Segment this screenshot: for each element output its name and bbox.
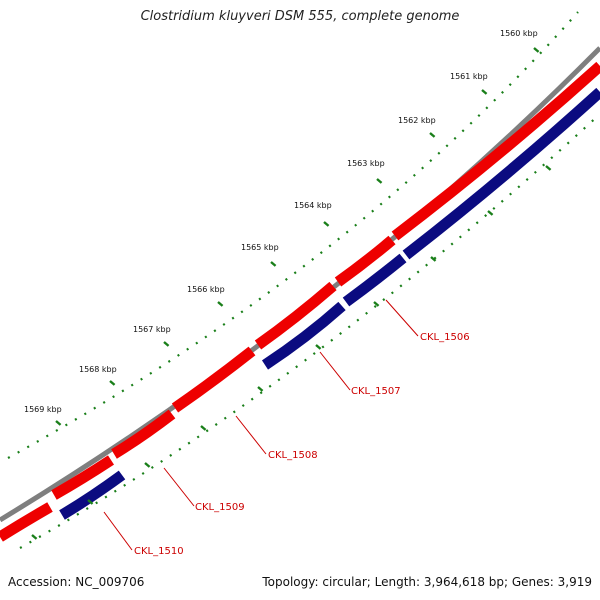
inner-major-tick [487, 210, 494, 216]
outer-major-tick [481, 89, 488, 95]
outer-major-tick [376, 178, 383, 184]
gene-forward-6[interactable] [334, 235, 396, 287]
gene-label-CKL_1510: CKL_1510 [134, 546, 184, 557]
gene-labels: CKL_1506 CKL_1507 CKL_1508 CKL_1509 CKL_… [134, 332, 470, 557]
map-title: Clostridium kluyveri DSM 555, complete g… [140, 9, 460, 24]
outer-major-tick [163, 341, 170, 347]
outer-major-tick [533, 47, 540, 53]
gene-CKL_1510[interactable] [59, 470, 126, 520]
gene-label-CKL_1506: CKL_1506 [420, 332, 470, 343]
gene-CKL_1509[interactable] [51, 455, 115, 500]
scale-tick-label: 1566 kbp [187, 285, 225, 294]
leader-CKL_1506 [385, 299, 419, 337]
scale-tick-label: 1560 kbp [500, 29, 538, 38]
outer-major-tick [323, 221, 330, 227]
scale-tick-label: 1564 kbp [294, 201, 332, 210]
gene-CKL_1507[interactable] [261, 301, 346, 370]
leader-CKL_1508 [235, 415, 267, 455]
inner-major-tick [545, 165, 552, 171]
leader-CKL_1510 [103, 511, 133, 551]
inner-major-tick [200, 425, 207, 431]
gene-forward-5[interactable] [254, 281, 337, 350]
inner-major-tick [373, 301, 380, 307]
scale-tick-label: 1563 kbp [347, 159, 385, 168]
outer-major-tick [55, 420, 62, 426]
gene-reverse-4[interactable] [402, 87, 600, 260]
outer-scale-ticks [55, 47, 540, 426]
gene-CKL_1506[interactable] [342, 253, 407, 307]
accession-text: Accession: NC_009706 [8, 575, 145, 589]
outer-major-tick [109, 380, 116, 386]
inner-major-tick [315, 344, 322, 350]
gene-label-CKL_1507: CKL_1507 [351, 386, 401, 397]
inner-major-tick [31, 534, 38, 540]
inner-scale-ticks [31, 165, 552, 540]
forward-strand-track [0, 61, 600, 542]
gene-CKL_1508[interactable] [111, 409, 176, 459]
outer-major-tick [270, 261, 277, 267]
outer-scale-arc [7, 11, 579, 459]
inner-major-tick [430, 256, 437, 262]
scale-tick-labels: 1560 kbp 1561 kbp 1562 kbp 1563 kbp 1564 kbp… [24, 29, 538, 414]
gene-label-leaders [103, 299, 419, 551]
inner-major-tick [257, 386, 264, 392]
outer-major-tick [217, 301, 224, 307]
gene-forward-7[interactable] [391, 61, 600, 241]
scale-tick-label: 1562 kbp [398, 116, 436, 125]
leader-CKL_1509 [163, 467, 195, 507]
gene-forward-1[interactable] [0, 502, 53, 542]
gene-forward-4[interactable] [171, 346, 256, 413]
scale-tick-label: 1568 kbp [79, 365, 117, 374]
reverse-strand-track [59, 87, 600, 520]
scale-tick-label: 1565 kbp [241, 243, 279, 252]
genome-summary-text: Topology: circular; Length: 3,964,618 bp… [262, 575, 592, 589]
scale-tick-label: 1569 kbp [24, 405, 62, 414]
gene-label-CKL_1509: CKL_1509 [195, 502, 245, 513]
inner-major-tick [87, 499, 94, 505]
inner-major-tick [144, 462, 151, 468]
leader-CKL_1507 [319, 351, 351, 391]
scale-tick-label: 1567 kbp [133, 325, 171, 334]
outer-major-tick [429, 132, 436, 138]
scale-tick-label: 1561 kbp [450, 72, 488, 81]
gene-label-CKL_1508: CKL_1508 [268, 450, 318, 461]
inner-scale-arc [19, 113, 600, 549]
